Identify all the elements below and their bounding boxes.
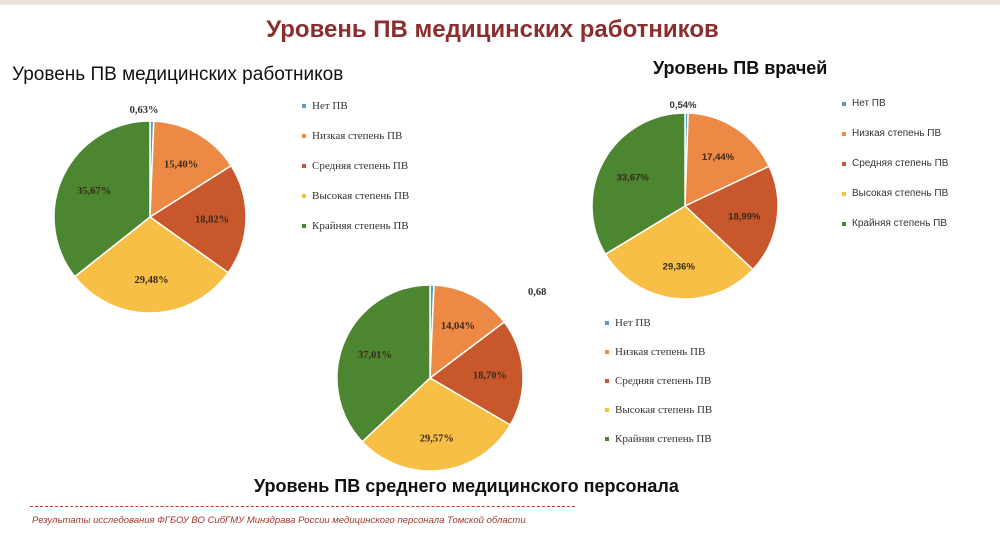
chart-title-doctors: Уровень ПВ врачей	[653, 58, 828, 78]
legend-swatch-extreme	[842, 222, 846, 226]
legend-swatch-none	[605, 321, 609, 325]
legend-swatch-extreme	[302, 224, 306, 228]
data-label-high: 29,48%	[135, 275, 169, 286]
legend-label-high: Высокая степень ПВ	[615, 404, 713, 416]
pie-chart-nurses: 0,68 14,04% 18,70% 29,57% 37,01%	[336, 284, 546, 472]
data-label-extreme: 37,01%	[358, 350, 392, 361]
legend-swatch-high	[302, 194, 306, 198]
legend-doctors: Нет ПВ Низкая степень ПВ Средняя степень П…	[842, 98, 982, 238]
data-label-medium: 18,82%	[195, 215, 229, 226]
legend-swatch-medium	[842, 162, 846, 166]
page-title: Уровень ПВ медицинских работников	[266, 16, 719, 43]
legend-swatch-low	[302, 134, 306, 138]
pie-slice-low	[429, 284, 506, 380]
pie-slice-medium	[148, 164, 247, 274]
data-label-low: 15,40%	[164, 159, 198, 170]
pie-slice-high	[604, 205, 754, 300]
legend-label-low: Низкая степень ПВ	[312, 130, 403, 142]
chart-title-all-workers: Уровень ПВ медицинских работников	[12, 64, 344, 85]
legend-label-extreme: Крайняя степень ПВ	[615, 433, 712, 445]
legend-label-none: Нет ПВ	[852, 98, 886, 109]
data-label-low: 17,44%	[702, 152, 735, 163]
footer-note: Результаты исследования ФГБОУ ВО СибГМУ …	[32, 515, 526, 526]
legend-swatch-high	[605, 408, 609, 412]
legend-label-extreme: Крайняя степень ПВ	[852, 218, 948, 229]
legend-label-high: Высокая степень ПВ	[852, 188, 949, 199]
legend-swatch-none	[842, 102, 846, 106]
pie-slice-high	[361, 377, 512, 472]
data-label-low: 14,04%	[441, 321, 475, 332]
legend-swatch-high	[842, 192, 846, 196]
legend-label-extreme: Крайняя степень ПВ	[312, 220, 409, 232]
legend-swatch-medium	[302, 164, 306, 168]
data-label-none: 0,68	[528, 287, 546, 298]
pie-slice-medium	[428, 320, 524, 426]
data-label-extreme: 35,67%	[77, 186, 111, 197]
footer-divider	[30, 506, 575, 507]
chart-title-nurses: Уровень ПВ среднего медицинского персона…	[254, 476, 679, 496]
pie-slice-extreme	[53, 120, 151, 278]
pie-slice-low	[684, 112, 771, 208]
pie-slice-medium	[683, 165, 779, 271]
data-label-medium: 18,70%	[473, 371, 507, 382]
legend-all-workers: Нет ПВ Низкая степень ПВ Средняя степень П…	[302, 100, 442, 240]
pie-slice-extreme	[591, 112, 686, 256]
legend-swatch-low	[605, 350, 609, 354]
pie-slice-high	[73, 216, 230, 314]
data-label-high: 29,36%	[663, 262, 696, 273]
legend-label-none: Нет ПВ	[615, 317, 651, 329]
legend-swatch-extreme	[605, 437, 609, 441]
data-label-none: 0,63%	[130, 105, 159, 116]
legend-swatch-none	[302, 104, 306, 108]
legend-label-high: Высокая степень ПВ	[312, 190, 410, 202]
pie-slice-low	[149, 120, 233, 219]
legend-swatch-medium	[605, 379, 609, 383]
pie-chart-all-workers: 0,63% 15,40% 18,82% 29,48% 35,67%	[53, 105, 247, 314]
pie-slice-extreme	[336, 284, 431, 443]
data-label-medium: 18,99%	[728, 211, 761, 222]
legend-label-low: Низкая степень ПВ	[852, 128, 942, 139]
legend-label-medium: Средняя степень ПВ	[852, 158, 949, 169]
legend-nurses: Нет ПВ Низкая степень ПВ Средняя степень П…	[605, 317, 745, 457]
legend-label-none: Нет ПВ	[312, 100, 348, 112]
legend-label-medium: Средняя степень ПВ	[615, 375, 712, 387]
legend-label-low: Низкая степень ПВ	[615, 346, 706, 358]
data-label-high: 29,57%	[420, 434, 454, 445]
data-label-extreme: 33,67%	[617, 173, 650, 184]
top-accent-bar	[0, 0, 1000, 5]
legend-label-medium: Средняя степень ПВ	[312, 160, 409, 172]
data-label-none: 0,54%	[670, 100, 697, 111]
pie-chart-doctors: 0,54% 17,44% 18,99% 29,36% 33,67%	[591, 100, 779, 300]
legend-swatch-low	[842, 132, 846, 136]
